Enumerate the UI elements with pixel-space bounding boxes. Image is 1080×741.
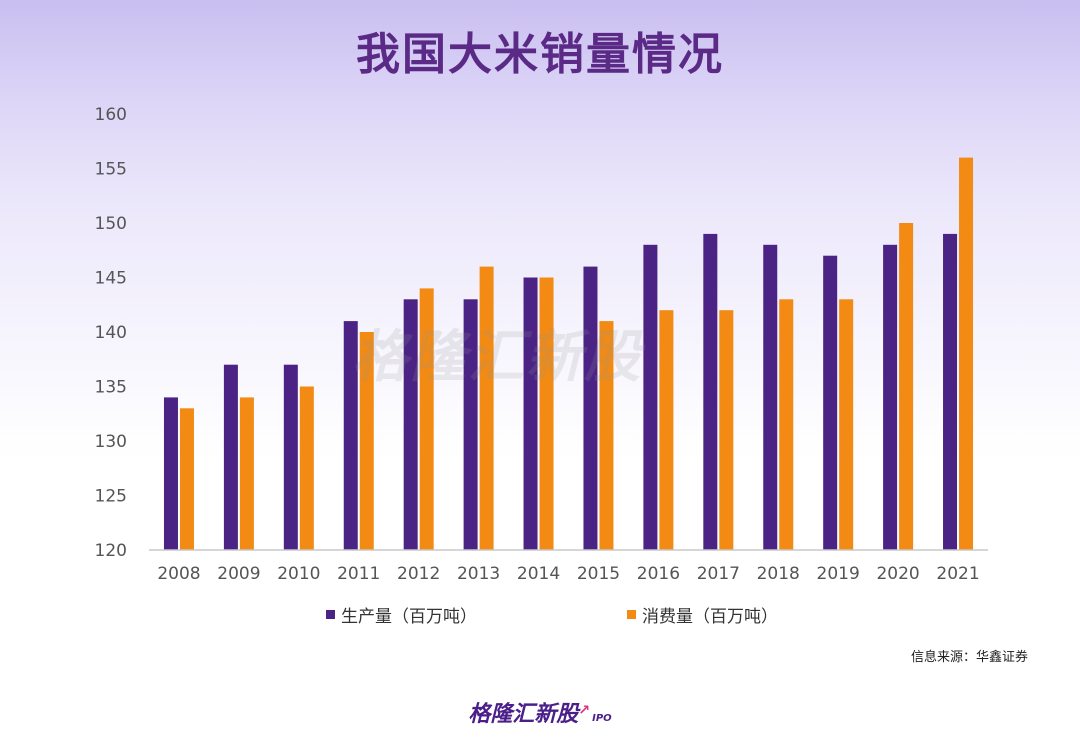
bar-production bbox=[283, 364, 298, 550]
bar-production bbox=[403, 299, 418, 550]
bar-consumption bbox=[179, 408, 194, 550]
x-tick-label: 2018 bbox=[757, 564, 800, 584]
x-tick-label: 2021 bbox=[936, 564, 979, 584]
bar-consumption bbox=[359, 332, 374, 550]
bar-consumption bbox=[239, 397, 254, 550]
y-tick-label: 160 bbox=[95, 105, 127, 125]
logo-arrow-icon: ↗ bbox=[578, 702, 591, 719]
x-tick-label: 2016 bbox=[637, 564, 680, 584]
bar-consumption bbox=[959, 157, 974, 550]
bar-consumption bbox=[479, 266, 494, 550]
bar-production bbox=[823, 255, 838, 550]
logo-sub: IPO bbox=[592, 713, 612, 724]
bars bbox=[163, 157, 974, 551]
x-tick-label: 2019 bbox=[817, 564, 860, 584]
legend-label-consumption: 消费量（百万吨） bbox=[642, 607, 778, 627]
y-tick-label: 140 bbox=[95, 323, 127, 343]
bar-consumption bbox=[299, 386, 314, 550]
bar-production bbox=[943, 233, 958, 550]
y-tick-label: 155 bbox=[95, 160, 127, 180]
bar-production bbox=[883, 244, 898, 551]
bar-production bbox=[223, 364, 238, 550]
bar-production bbox=[763, 244, 778, 551]
bar-production bbox=[523, 277, 538, 550]
bar-consumption bbox=[779, 299, 794, 550]
x-tick-label: 2020 bbox=[876, 564, 919, 584]
x-tick-label: 2013 bbox=[457, 564, 500, 584]
x-tick-label: 2011 bbox=[337, 564, 380, 584]
y-tick-label: 120 bbox=[95, 541, 127, 561]
logo-text: 格隆汇新股 bbox=[468, 702, 579, 727]
legend-item-production: 生产量（百万吨） bbox=[326, 602, 477, 627]
x-tick-label: 2014 bbox=[517, 564, 560, 584]
x-tick-label: 2009 bbox=[217, 564, 260, 584]
bar-production bbox=[643, 244, 658, 551]
bar-consumption bbox=[539, 277, 554, 550]
chart-title: 我国大米销量情况 bbox=[356, 29, 724, 80]
bar-production bbox=[463, 299, 478, 550]
legend-label-production: 生产量（百万吨） bbox=[341, 607, 477, 627]
x-tick-label: 2015 bbox=[577, 564, 620, 584]
x-tick-label: 2017 bbox=[697, 564, 740, 584]
bar-production bbox=[163, 397, 178, 550]
legend-swatch-production bbox=[326, 610, 335, 619]
bar-consumption bbox=[839, 299, 854, 550]
bar-production bbox=[703, 233, 718, 550]
legend-item-consumption: 消费量（百万吨） bbox=[627, 602, 778, 627]
bar-production bbox=[583, 266, 598, 550]
bar-consumption bbox=[659, 310, 674, 550]
source-note: 信息来源：华鑫证券 bbox=[910, 650, 1028, 665]
legend-swatch-consumption bbox=[627, 610, 636, 619]
x-tick-label: 2010 bbox=[277, 564, 320, 584]
bar-consumption bbox=[419, 288, 434, 550]
x-tick-label: 2008 bbox=[157, 564, 200, 584]
legend: 生产量（百万吨） 消费量（百万吨） bbox=[0, 602, 1080, 628]
y-tick-label: 125 bbox=[95, 487, 127, 507]
y-axis-ticks: 120 125 130 135 140 145 150 155 160 bbox=[95, 105, 127, 561]
bar-consumption bbox=[719, 310, 734, 550]
bar-production bbox=[343, 321, 358, 550]
x-axis-ticks: 2008 2009 2010 2011 2012 2013 2014 2015 2016 2017… bbox=[157, 564, 979, 584]
y-tick-label: 145 bbox=[95, 269, 127, 289]
y-tick-label: 135 bbox=[95, 378, 127, 398]
x-tick-label: 2012 bbox=[397, 564, 440, 584]
y-tick-label: 130 bbox=[95, 432, 127, 452]
brand-logo: 格隆汇新股↗ IPO bbox=[0, 696, 1080, 728]
y-tick-label: 150 bbox=[95, 214, 127, 234]
bar-consumption bbox=[899, 223, 914, 550]
bar-consumption bbox=[599, 321, 614, 550]
